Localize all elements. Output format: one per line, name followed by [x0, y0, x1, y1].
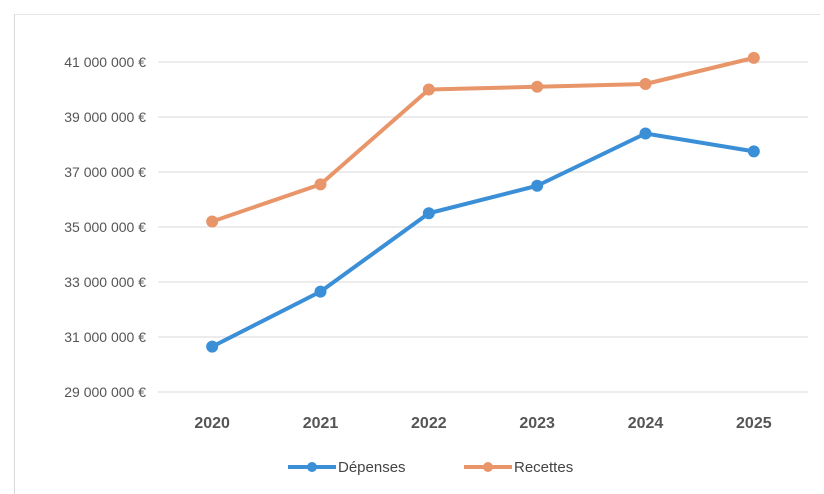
x-tick-label: 2024 — [628, 415, 664, 432]
y-tick-label: 33 000 000 € — [64, 274, 146, 290]
x-tick-label: 2020 — [194, 415, 230, 432]
series-lines — [206, 51, 760, 353]
data-point — [422, 207, 435, 220]
data-point — [639, 78, 652, 90]
x-tick-label: 2023 — [519, 415, 555, 432]
data-point — [639, 127, 652, 140]
y-tick-label: 39 000 000 € — [64, 109, 146, 125]
legend-item: Recettes — [464, 459, 573, 476]
legend-item: Dépenses — [288, 459, 406, 476]
data-point — [422, 83, 435, 96]
data-point — [747, 145, 760, 158]
y-tick-label: 31 000 000 € — [64, 329, 146, 345]
data-point — [314, 178, 327, 191]
y-tick-label: 35 000 000 € — [64, 219, 146, 235]
legend-marker — [307, 462, 317, 472]
legend-label: Recettes — [514, 459, 573, 476]
y-tick-label: 41 000 000 € — [64, 54, 146, 70]
data-point — [314, 285, 327, 298]
chart-frame — [14, 14, 820, 494]
x-tick-label: 2025 — [736, 415, 772, 432]
series-depenses — [206, 127, 760, 353]
series-line — [210, 131, 756, 349]
data-point — [531, 80, 544, 93]
legend-label: Dépenses — [338, 459, 406, 476]
y-tick-label: 29 000 000 € — [64, 384, 146, 400]
legend: Dépenses Recettes — [288, 459, 573, 476]
data-point — [531, 179, 544, 192]
x-tick-label: 2022 — [411, 415, 447, 432]
y-axis-ticks: 29 000 000 € 31 000 000 € 33 000 000 € 35 0… — [64, 54, 146, 400]
legend-marker — [483, 462, 493, 472]
x-axis-ticks: 2020 2021 2022 2023 2024 2025 — [194, 415, 771, 432]
y-tick-label: 37 000 000 € — [64, 164, 146, 180]
data-point — [747, 51, 760, 64]
series-recettes — [206, 51, 760, 228]
x-tick-label: 2021 — [303, 415, 339, 432]
data-point — [206, 215, 219, 228]
series-line — [210, 55, 756, 224]
gridlines — [158, 61, 808, 393]
data-point — [206, 340, 219, 353]
